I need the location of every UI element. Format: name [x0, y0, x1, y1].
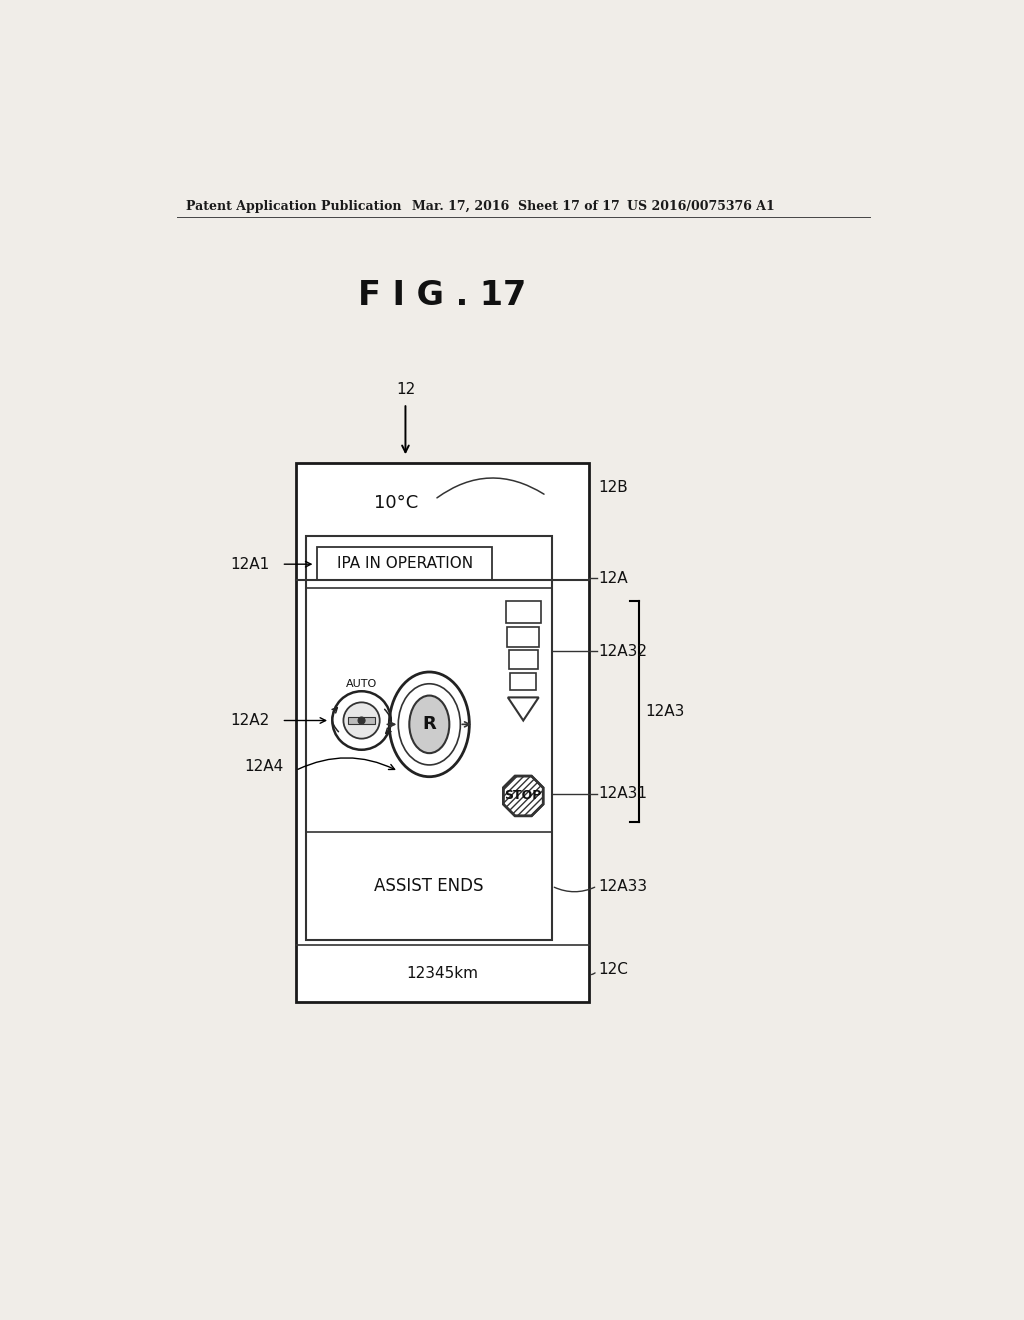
Polygon shape	[508, 697, 539, 721]
Polygon shape	[504, 776, 543, 816]
Text: 12: 12	[396, 381, 415, 397]
Ellipse shape	[410, 696, 450, 754]
Circle shape	[358, 717, 366, 723]
Text: 12345km: 12345km	[407, 966, 478, 981]
Text: 12A4: 12A4	[245, 759, 284, 775]
Text: US 2016/0075376 A1: US 2016/0075376 A1	[628, 199, 775, 213]
Bar	[510, 673, 537, 689]
Text: F I G . 17: F I G . 17	[358, 279, 526, 312]
Text: Patent Application Publication: Patent Application Publication	[186, 199, 401, 213]
Text: IPA IN OPERATION: IPA IN OPERATION	[337, 556, 473, 572]
Text: 12A3: 12A3	[645, 704, 684, 719]
Bar	[348, 717, 375, 723]
Bar	[509, 651, 538, 669]
Bar	[296, 462, 589, 1002]
Text: 12A33: 12A33	[599, 879, 648, 894]
Text: Mar. 17, 2016  Sheet 17 of 17: Mar. 17, 2016 Sheet 17 of 17	[412, 199, 620, 213]
Bar	[316, 548, 493, 581]
Text: 12A32: 12A32	[599, 644, 648, 659]
Text: 12C: 12C	[599, 962, 629, 977]
Text: 12A31: 12A31	[599, 787, 648, 801]
Text: R: R	[423, 715, 436, 734]
Bar	[507, 627, 540, 647]
Bar	[506, 601, 541, 623]
Text: 12A: 12A	[599, 570, 629, 586]
Text: 10°C: 10°C	[374, 494, 419, 512]
Text: 12A2: 12A2	[230, 713, 270, 729]
Circle shape	[343, 702, 380, 739]
Text: 12A1: 12A1	[230, 557, 270, 572]
Bar	[306, 536, 552, 940]
Text: STOP: STOP	[505, 789, 542, 803]
Text: ASSIST ENDS: ASSIST ENDS	[374, 876, 483, 895]
Text: 12B: 12B	[599, 480, 629, 495]
Text: AUTO: AUTO	[346, 678, 377, 689]
